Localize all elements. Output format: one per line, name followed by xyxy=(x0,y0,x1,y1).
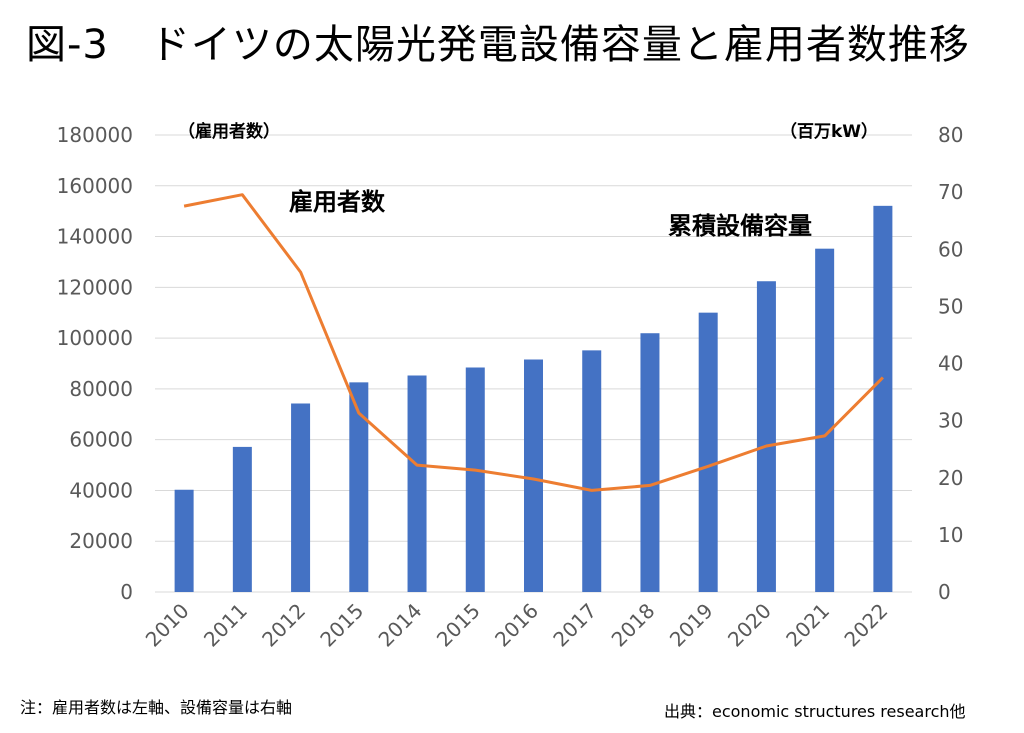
right-tick-label: 60 xyxy=(938,237,963,261)
capacity-series-label: 累積設備容量 xyxy=(668,212,812,240)
left-axis-label: （雇用者数） xyxy=(178,121,280,142)
x-axis-ticks: 2010 2011 2012 2015 2014 2015 2016 2017 2018 2019… xyxy=(141,599,893,652)
x-tick-label: 2015 xyxy=(315,599,368,652)
capacity-bar xyxy=(582,350,602,592)
x-tick-label: 2012 xyxy=(257,599,310,652)
left-axis-ticks: 0 20000 40000 60000 80000 100000 120000 140000 1… xyxy=(57,123,133,604)
x-tick-label: 2016 xyxy=(490,599,543,652)
chart-title: 図-3 ドイツの太陽光発電設備容量と雇用者数推移 xyxy=(26,22,970,68)
capacity-bar xyxy=(640,333,660,592)
x-tick-label: 2014 xyxy=(374,599,427,652)
right-tick-label: 50 xyxy=(938,294,963,318)
x-tick-label: 2020 xyxy=(723,599,776,652)
right-tick-label: 0 xyxy=(938,580,951,604)
capacity-bar xyxy=(174,489,194,592)
capacity-bar xyxy=(756,281,776,592)
footnote: 注：雇用者数は左軸、設備容量は右軸 xyxy=(20,698,293,717)
left-tick-label: 160000 xyxy=(57,174,133,198)
right-tick-label: 70 xyxy=(938,180,963,204)
capacity-bar xyxy=(524,359,543,592)
capacity-bar xyxy=(232,446,252,592)
left-tick-label: 60000 xyxy=(69,428,133,452)
x-tick-label: 2017 xyxy=(548,599,601,652)
employment-series-label: 雇用者数 xyxy=(289,188,386,216)
x-tick-label: 2018 xyxy=(607,599,660,652)
left-tick-label: 180000 xyxy=(57,123,133,147)
right-axis-label: （百万kW） xyxy=(780,121,878,142)
right-tick-label: 20 xyxy=(938,466,963,490)
left-tick-label: 100000 xyxy=(57,326,133,350)
left-tick-label: 80000 xyxy=(69,377,133,401)
capacity-bar xyxy=(407,375,427,592)
left-tick-label: 140000 xyxy=(57,225,133,249)
employment-line xyxy=(183,193,884,492)
x-tick-label: 2021 xyxy=(781,599,834,652)
x-tick-label: 2015 xyxy=(432,599,485,652)
capacity-bar xyxy=(698,312,718,592)
capacity-bar xyxy=(291,403,311,592)
left-tick-label: 40000 xyxy=(69,478,133,502)
right-tick-label: 10 xyxy=(938,523,963,547)
left-tick-label: 0 xyxy=(120,580,133,604)
source-credit: 出典：economic structures research他 xyxy=(664,702,966,721)
x-tick-label: 2011 xyxy=(199,599,252,652)
x-tick-label: 2022 xyxy=(839,599,892,652)
capacity-bar xyxy=(815,248,835,592)
right-tick-label: 80 xyxy=(938,123,963,147)
left-tick-label: 20000 xyxy=(69,529,133,553)
x-tick-label: 2010 xyxy=(141,599,194,652)
capacity-bar xyxy=(349,382,369,592)
right-tick-label: 40 xyxy=(938,352,963,376)
right-tick-label: 30 xyxy=(938,409,963,433)
capacity-bar xyxy=(873,205,893,592)
left-tick-label: 120000 xyxy=(57,275,133,299)
capacity-bar xyxy=(465,367,485,592)
right-axis-ticks: 0 10 20 30 40 50 60 70 80 xyxy=(938,123,963,604)
bar-series xyxy=(174,205,893,592)
x-tick-label: 2019 xyxy=(665,599,718,652)
